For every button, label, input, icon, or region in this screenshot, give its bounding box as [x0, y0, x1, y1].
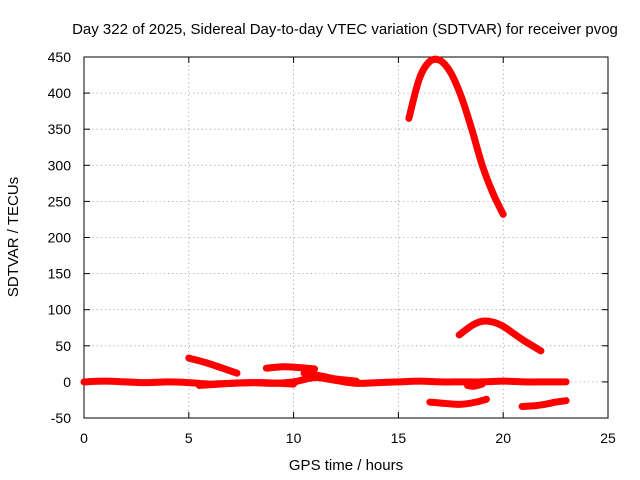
x-tick-label: 15 — [391, 430, 407, 446]
series-segment-9-11 — [262, 363, 319, 373]
chart-title: Day 322 of 2025, Sidereal Day-to-day VTE… — [72, 21, 618, 38]
y-tick-label: 50 — [55, 338, 71, 354]
y-tick-label: 100 — [48, 302, 72, 318]
x-tick-label: 0 — [80, 430, 88, 446]
x-tick-label: 25 — [600, 430, 616, 446]
series-arc-positive — [455, 317, 545, 355]
series-dip-21-23 — [518, 397, 570, 410]
x-tick-label: 20 — [495, 430, 511, 446]
series-arc-high — [405, 55, 507, 218]
series-segment-5-7 — [185, 354, 241, 377]
y-tick-label: -50 — [51, 410, 71, 426]
tick-labels: 0 5 10 15 20 25 -50 0 50 100 150 200 250 300 350 400 450 — [48, 49, 616, 446]
y-axis-label: SDTVAR / TECUs — [5, 177, 22, 297]
ticks — [83, 56, 609, 419]
y-tick-label: 400 — [48, 85, 72, 101]
x-axis-label: GPS time / hours — [289, 457, 403, 474]
y-tick-label: 200 — [48, 230, 72, 246]
x-tick-label: 5 — [185, 430, 193, 446]
y-tick-label: 350 — [48, 121, 72, 137]
y-tick-label: 250 — [48, 193, 72, 209]
series-group — [80, 55, 570, 410]
series-segment-5.5-10 — [195, 379, 298, 390]
y-tick-label: 150 — [48, 266, 72, 282]
series-dip-17-19 — [426, 395, 490, 408]
grid — [84, 57, 608, 418]
y-tick-label: 0 — [63, 374, 71, 390]
x-tick-label: 10 — [286, 430, 302, 446]
series-segment-11-13 — [300, 369, 360, 385]
y-tick-label: 300 — [48, 157, 72, 173]
series-blip-18-19 — [464, 380, 486, 390]
y-tick-label: 450 — [48, 49, 72, 65]
